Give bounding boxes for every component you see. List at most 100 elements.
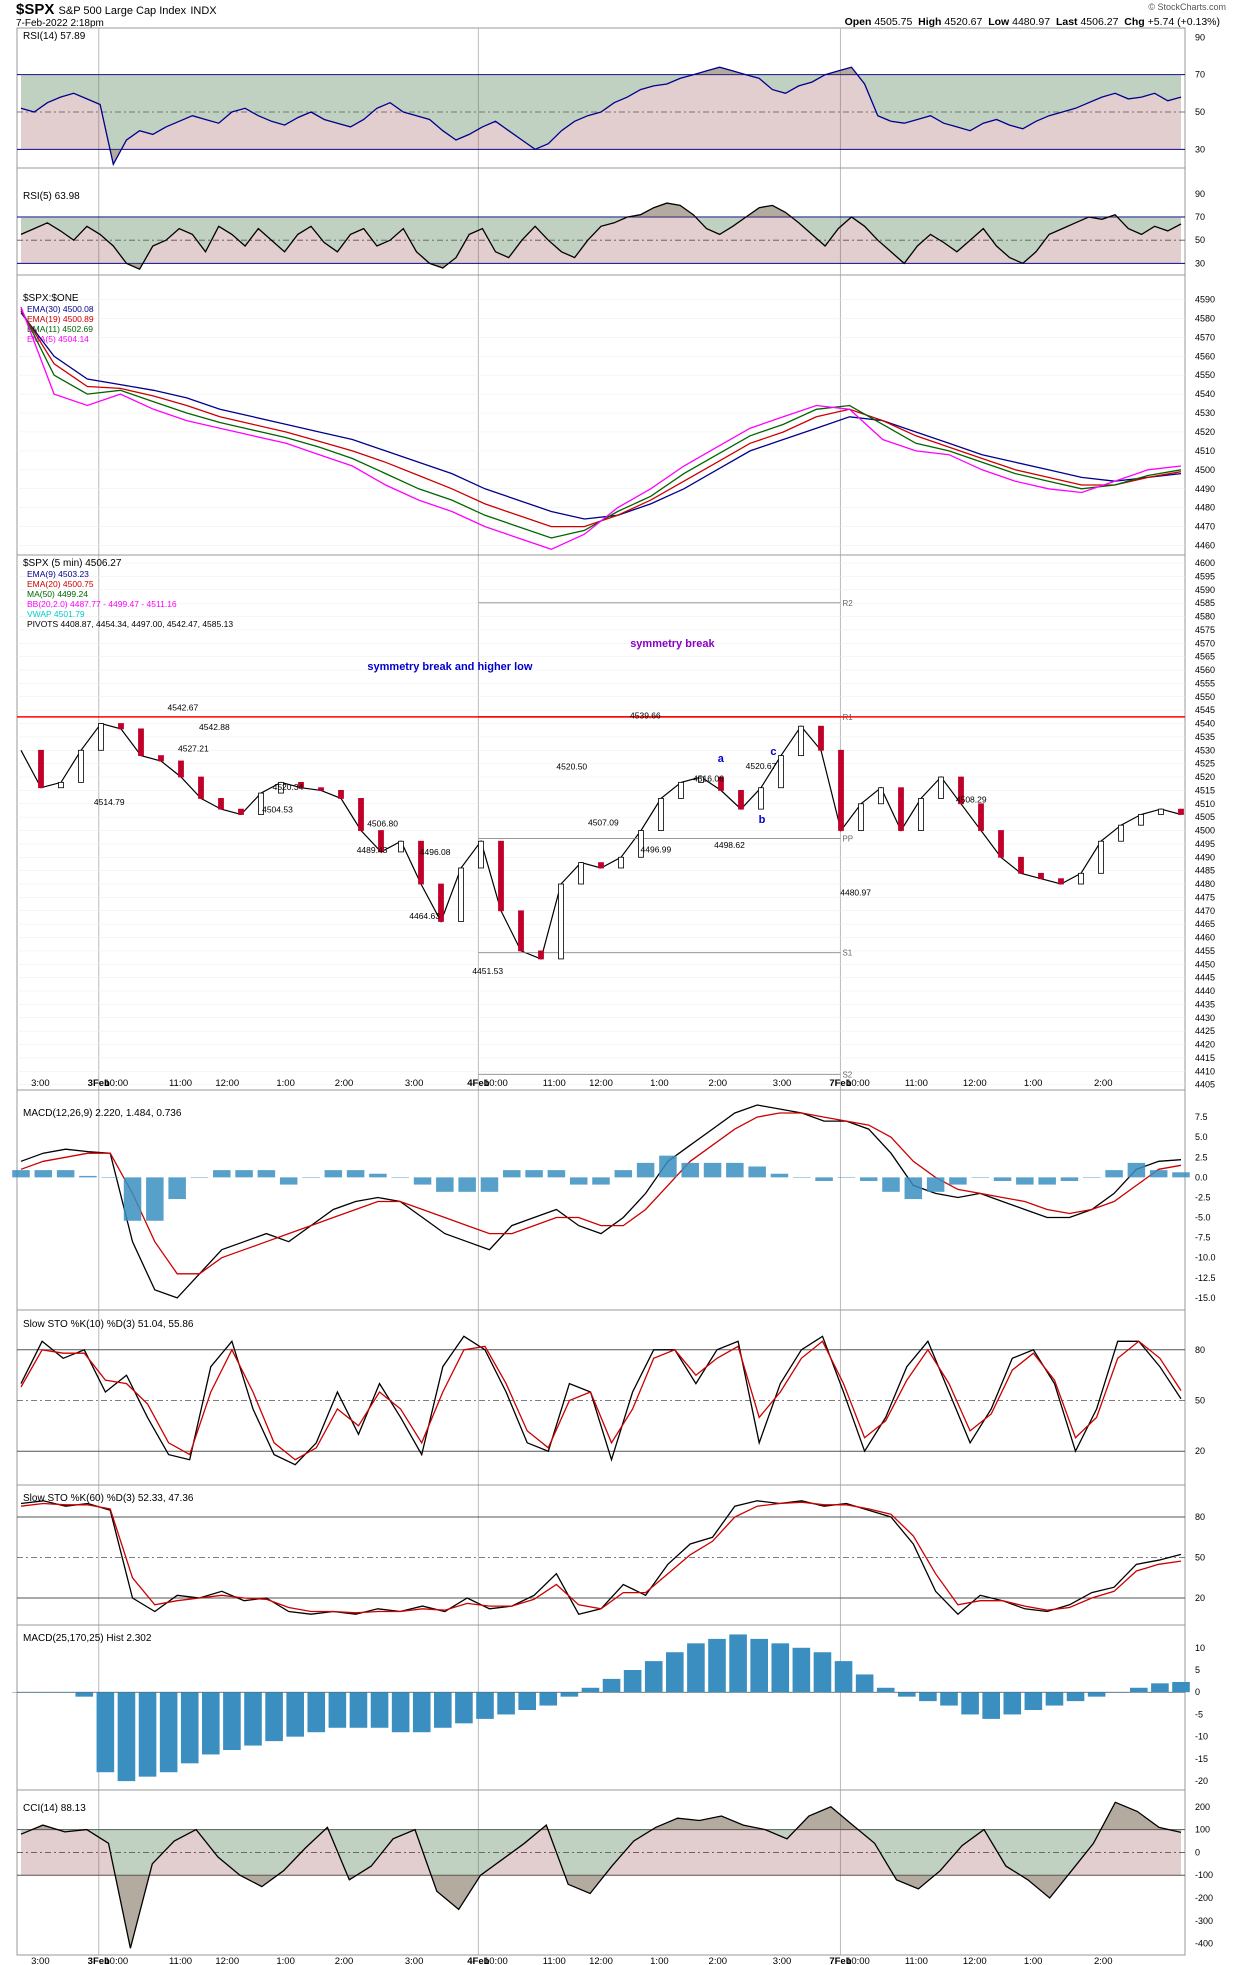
y-tick-label: 100 [1195,1825,1210,1835]
candle [858,803,864,831]
panel-title: MACD(25,170,25) Hist 2.302 [23,1633,152,1644]
price-label: 4464.63 [409,911,440,921]
pivot-label: PP [842,835,853,844]
candle [258,792,264,815]
x-tick-label: 1:00 [1024,1956,1043,1965]
y-tick-label: 4590 [1195,294,1215,304]
y-tick-label: 4480 [1195,503,1215,513]
y-tick-label: 4560 [1195,351,1215,361]
y-tick-label: 4490 [1195,852,1215,862]
panel-title: CCI(14) 88.13 [23,1803,86,1814]
last-label: Last [1055,16,1078,28]
y-tick-label: 10 [1195,1643,1205,1653]
macd-hist-bar [324,1170,343,1178]
y-tick-label: -300 [1195,1916,1213,1926]
macd-hist-bar [235,1170,253,1178]
x-tick-label: 2:00 [709,1956,728,1965]
macd-hist-bar [1060,1177,1079,1181]
y-tick-label: 4470 [1195,522,1215,532]
chg-label: Chg [1124,16,1145,28]
pivot-label: R2 [842,599,853,608]
hist-bar [687,1643,705,1693]
candle [1058,878,1064,885]
macd-hist-bar [458,1177,476,1192]
y-tick-label: 4570 [1195,332,1215,342]
candle [478,840,484,869]
hist-bar [1066,1692,1085,1702]
hist-bar [223,1692,241,1750]
candle [818,725,824,751]
y-tick-label: 4460 [1195,933,1215,943]
candle [198,776,204,799]
panel-title: RSI(14) 57.89 [23,31,86,42]
y-tick-label: 4425 [1195,1026,1215,1036]
macd-hist-bar [926,1177,945,1192]
overbought-fill [21,1802,1181,1949]
macd-hist-bar [168,1177,186,1200]
hist-bar [33,1692,51,1693]
low-value: 4480.97 [1012,16,1051,28]
macd-hist-bar [436,1177,454,1192]
y-tick-label: 4520 [1195,772,1215,782]
macd-hist-bar [659,1155,677,1178]
macd-hist-bar [815,1177,833,1181]
y-tick-label: 4475 [1195,892,1215,902]
hist-bar [391,1692,410,1733]
x-tick-label: 3:00 [31,1956,50,1965]
candle [638,830,644,858]
y-tick-label: -400 [1195,1939,1213,1949]
x-tick-label: 1:00 [650,1078,669,1089]
hist-bar [1087,1692,1106,1697]
candle [1178,808,1184,815]
macd-hist-bar [993,1177,1012,1181]
y-tick-label: 0 [1195,1847,1200,1857]
hist-bar [96,1692,115,1773]
y-tick-label: 4580 [1195,313,1215,323]
candle [538,950,544,960]
candle [698,776,704,783]
hist-bar [1003,1692,1022,1715]
candle [98,723,104,751]
x-tick-label: 11:00 [905,1078,928,1089]
oversold-fill [21,1802,1181,1949]
hist-bar [12,1692,30,1693]
macd-hist-bar [190,1177,209,1178]
y-tick-label: 4500 [1195,826,1215,836]
macd-hist-bar [279,1177,298,1185]
candle [358,798,364,831]
hist-bar [898,1692,916,1697]
legend-entry: MA(50) 4499.24 [27,589,88,599]
macd-hist-bar [726,1162,744,1178]
y-tick-label: -20 [1195,1776,1208,1786]
macd-hist-bar [793,1177,811,1178]
candle [598,862,604,869]
x-tick-label: 3:00 [405,1078,424,1089]
y-tick-label: -10.0 [1195,1253,1216,1263]
low-label: Low [988,16,1010,28]
hist-bar [265,1692,283,1742]
y-tick-label: 50 [1195,1553,1205,1563]
x-tick-label: 2:00 [709,1078,728,1089]
hist-bar [476,1692,494,1719]
y-tick-label: -2.5 [1195,1192,1211,1202]
macd-hist-bar [592,1177,610,1185]
macd-hist-bar [79,1175,97,1178]
hist-bar [518,1692,536,1710]
symbol-name: S&P 500 Large Cap Index [58,5,187,17]
y-tick-label: -5.0 [1195,1213,1211,1223]
y-tick-label: 20 [1195,1593,1205,1603]
candle [58,781,64,789]
y-tick-label: 80 [1195,1345,1205,1355]
hist-bar [455,1692,473,1724]
x-tick-label: 3:00 [31,1078,50,1089]
series-line [20,1801,1182,1949]
price-label: 4542.67 [167,702,198,712]
hist-bar [328,1692,347,1728]
price-label: 4480.97 [840,887,871,897]
candle [778,755,784,789]
candle [998,830,1004,858]
candle [898,787,904,831]
last-value: 4506.27 [1080,16,1119,28]
hist-bar [539,1692,558,1706]
candle [78,749,84,783]
